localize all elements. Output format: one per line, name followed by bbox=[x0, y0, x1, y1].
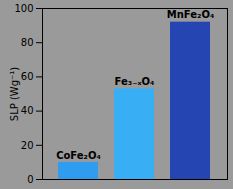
svg-text:MnFe₂O₄: MnFe₂O₄ bbox=[167, 9, 215, 20]
svg-text:0: 0 bbox=[27, 174, 33, 185]
svg-text:SLP (Wg⁻¹): SLP (Wg⁻¹) bbox=[9, 67, 20, 122]
svg-text:Fe₃₋ₓO₄: Fe₃₋ₓO₄ bbox=[115, 76, 155, 87]
svg-text:80: 80 bbox=[21, 37, 34, 48]
svg-text:40: 40 bbox=[21, 105, 34, 116]
svg-text:100: 100 bbox=[14, 3, 33, 14]
svg-text:CoFe₂O₄: CoFe₂O₄ bbox=[56, 150, 101, 161]
svg-text:60: 60 bbox=[21, 71, 34, 82]
svg-text:20: 20 bbox=[21, 140, 34, 151]
